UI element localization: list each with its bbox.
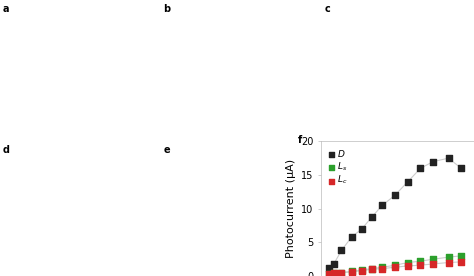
$L_c$: [325, 272, 333, 276]
$D$: [404, 180, 411, 184]
$L_c$: [330, 271, 337, 275]
$L_s$: [358, 268, 365, 272]
$L_c$: [457, 260, 465, 264]
Text: a: a: [3, 4, 9, 14]
Text: f: f: [298, 135, 302, 145]
$L_c$: [404, 264, 411, 268]
$L_s$: [330, 271, 337, 275]
$L_s$: [404, 260, 411, 265]
$D$: [417, 166, 424, 171]
Text: b: b: [164, 4, 171, 14]
$L_s$: [325, 272, 333, 276]
$L_s$: [391, 263, 399, 267]
Text: e: e: [164, 145, 170, 155]
Y-axis label: Photocurrent (μA): Photocurrent (μA): [285, 159, 295, 258]
Text: d: d: [3, 145, 10, 155]
$L_s$: [348, 269, 356, 274]
$D$: [330, 262, 337, 266]
Text: c: c: [324, 4, 330, 14]
$L_s$: [445, 255, 452, 259]
$L_c$: [348, 270, 356, 274]
$D$: [337, 248, 345, 253]
$D$: [358, 227, 365, 231]
$L_s$: [457, 254, 465, 258]
$D$: [391, 193, 399, 197]
$D$: [378, 203, 386, 208]
Legend: $D$, $L_s$, $L_c$: $D$, $L_s$, $L_c$: [326, 146, 350, 188]
$L_c$: [445, 260, 452, 265]
$L_c$: [417, 263, 424, 267]
$D$: [457, 166, 465, 171]
$D$: [325, 266, 333, 270]
$L_c$: [368, 267, 376, 272]
$L_s$: [337, 270, 345, 275]
$L_c$: [391, 265, 399, 269]
$L_s$: [368, 266, 376, 271]
$L_c$: [337, 270, 345, 275]
$L_c$: [358, 268, 365, 273]
$D$: [429, 159, 437, 164]
$D$: [368, 214, 376, 219]
$L_s$: [378, 265, 386, 269]
$D$: [445, 156, 452, 160]
$L_c$: [429, 262, 437, 266]
$L_s$: [417, 259, 424, 263]
$L_s$: [429, 257, 437, 261]
$L_c$: [378, 266, 386, 271]
$D$: [348, 235, 356, 239]
